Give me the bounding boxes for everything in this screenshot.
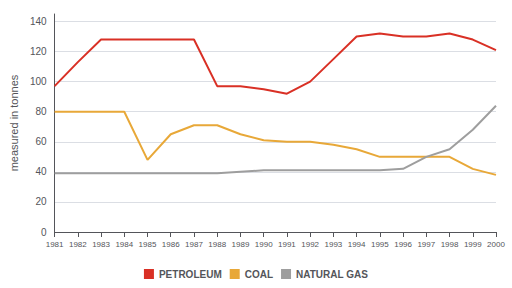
svg-text:1987: 1987 (185, 240, 203, 249)
svg-text:20: 20 (35, 196, 47, 207)
svg-text:1981: 1981 (46, 240, 64, 249)
svg-text:80: 80 (35, 106, 47, 117)
svg-text:0: 0 (41, 227, 47, 238)
svg-text:1992: 1992 (301, 240, 319, 249)
svg-text:1996: 1996 (394, 240, 412, 249)
svg-text:1998: 1998 (441, 240, 459, 249)
svg-text:2000: 2000 (487, 240, 505, 249)
svg-text:measured in tonnes: measured in tonnes (8, 74, 20, 171)
svg-text:1990: 1990 (255, 240, 273, 249)
svg-text:1985: 1985 (139, 240, 157, 249)
svg-text:1986: 1986 (162, 240, 180, 249)
svg-text:100: 100 (30, 76, 47, 87)
svg-text:NATURAL GAS: NATURAL GAS (296, 269, 368, 280)
svg-text:PETROLEUM: PETROLEUM (159, 269, 222, 280)
svg-text:1989: 1989 (232, 240, 250, 249)
svg-text:1984: 1984 (115, 240, 133, 249)
svg-text:1983: 1983 (92, 240, 110, 249)
svg-text:1999: 1999 (464, 240, 482, 249)
svg-text:1993: 1993 (324, 240, 342, 249)
svg-text:1994: 1994 (348, 240, 366, 249)
svg-text:1988: 1988 (208, 240, 226, 249)
svg-text:1991: 1991 (278, 240, 296, 249)
svg-text:140: 140 (30, 16, 47, 27)
svg-text:40: 40 (35, 166, 47, 177)
svg-text:1995: 1995 (371, 240, 389, 249)
svg-text:1997: 1997 (417, 240, 435, 249)
svg-text:COAL: COAL (245, 269, 273, 280)
svg-text:60: 60 (35, 136, 47, 147)
svg-text:1982: 1982 (69, 240, 87, 249)
svg-text:120: 120 (30, 46, 47, 57)
